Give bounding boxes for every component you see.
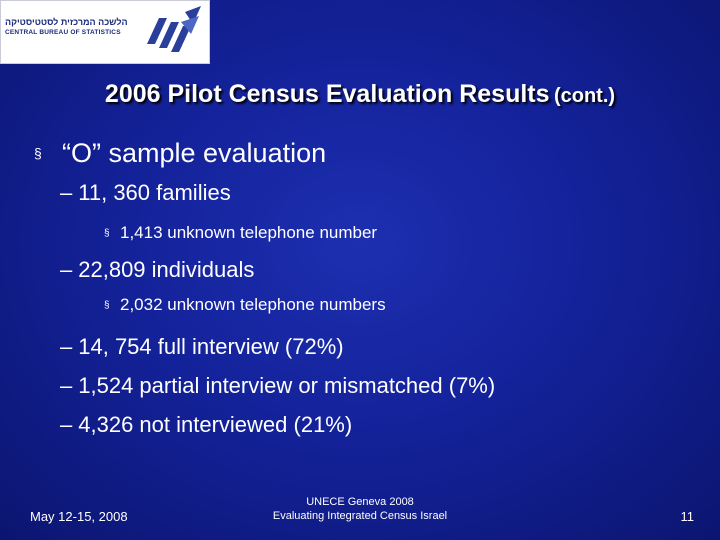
bullet-unknown-telephone-families-text: 1,413 unknown telephone number — [120, 223, 378, 242]
slide-title: 2006 Pilot Census Evaluation Results (co… — [0, 80, 720, 109]
footer-event-line2: Evaluating Integrated Census Israel — [272, 510, 448, 522]
bullet-individuals-text: 22,809 individuals — [78, 257, 255, 282]
footer-event-line1: UNECE Geneva 2008 — [306, 496, 414, 508]
dash-bullet-icon: – — [60, 180, 73, 205]
bullet-unknown-telephone-individuals: § 2,032 unknown telephone numbers — [104, 295, 386, 315]
footer-event: UNECE Geneva 2008 Evaluating Integrated … — [210, 495, 510, 523]
bullet-unknown-telephone-families: § 1,413 unknown telephone number — [104, 223, 377, 243]
slide-title-sub: (cont.) — [553, 85, 616, 107]
logo-hebrew-text: הלשכה המרכזית לסטטיסטיקה — [5, 17, 128, 27]
bullet-full-interview-text: 14, 754 full interview (72%) — [78, 334, 344, 359]
square-bullet-icon: § — [34, 145, 42, 161]
bullet-not-interviewed: –4,326 not interviewed (21%) — [60, 412, 352, 438]
page-number: 11 — [680, 509, 695, 524]
bullet-partial-interview: –1,524 partial interview or mismatched (… — [60, 373, 495, 399]
dash-bullet-icon: – — [60, 373, 73, 398]
bullet-partial-interview-text: 1,524 partial interview or mismatched (7… — [78, 373, 496, 398]
bullet-level1-text: “O” sample evaluation — [62, 138, 327, 168]
square-bullet-icon: § — [104, 228, 110, 239]
logo-text: הלשכה המרכזית לסטטיסטיקה CENTRAL BUREAU … — [5, 17, 143, 36]
bullet-not-interviewed-text: 4,326 not interviewed (21%) — [78, 412, 353, 437]
bullet-full-interview: –14, 754 full interview (72%) — [60, 334, 344, 360]
bullet-families: –11, 360 families — [60, 180, 231, 206]
footer-date: May 12-15, 2008 — [30, 509, 128, 524]
bullet-unknown-telephone-individuals-text: 2,032 unknown telephone numbers — [120, 295, 386, 314]
slide-title-main: 2006 Pilot Census Evaluation Results — [104, 80, 550, 108]
dash-bullet-icon: – — [60, 257, 73, 282]
square-bullet-icon: § — [104, 300, 110, 311]
cbs-logo-icon — [147, 6, 201, 52]
logo-english-text: CENTRAL BUREAU OF STATISTICS — [5, 29, 121, 36]
bullet-level1: § “O” sample evaluation — [34, 138, 326, 169]
logo: הלשכה המרכזית לסטטיסטיקה CENTRAL BUREAU … — [0, 0, 210, 64]
bullet-individuals: –22,809 individuals — [60, 257, 254, 283]
bullet-families-text: 11, 360 families — [78, 180, 231, 205]
dash-bullet-icon: – — [60, 334, 73, 359]
dash-bullet-icon: – — [60, 412, 73, 437]
